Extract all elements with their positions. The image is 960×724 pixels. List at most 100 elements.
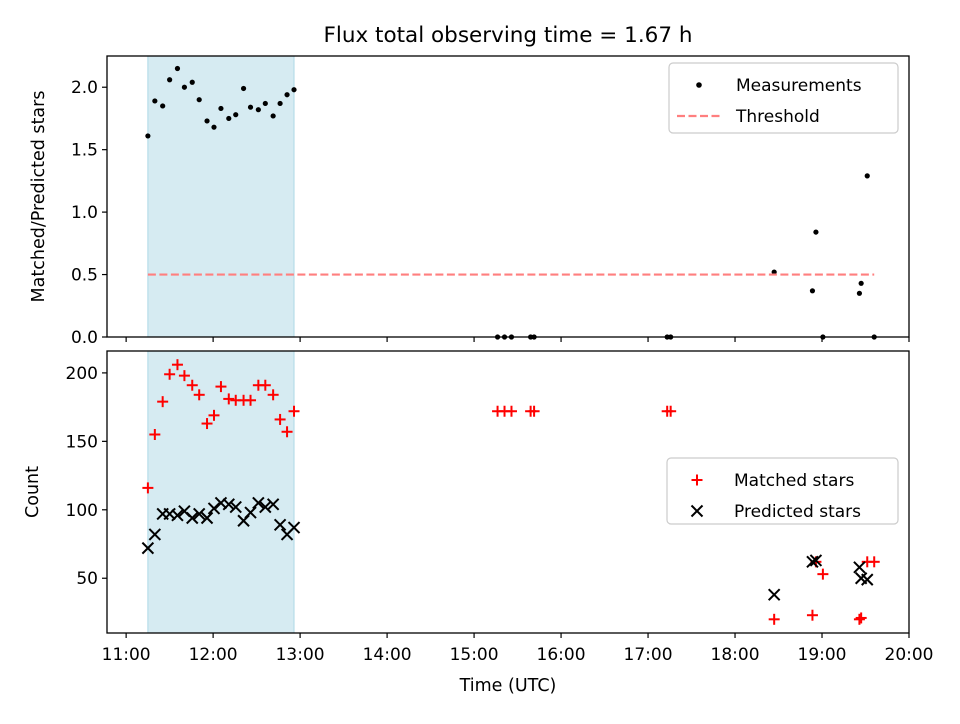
matched-star-point [868, 556, 880, 568]
x-tick-label: 20:00 [885, 645, 934, 665]
matched-star-point [274, 413, 286, 425]
matched-star-point [768, 613, 780, 625]
x-b [266, 498, 280, 511]
measurement-point [196, 97, 202, 103]
x-tick-label: 13:00 [276, 645, 325, 665]
y-axis-label: Matched/Predicted stars [29, 91, 49, 303]
matched-star-point [817, 568, 829, 580]
measurement-point [145, 133, 151, 139]
x-tick-label: 15:00 [450, 645, 499, 665]
x-tick-label: 14:00 [363, 645, 412, 665]
matched-star-point [157, 396, 169, 408]
matched-star-point [245, 394, 257, 406]
matched-star-point [215, 381, 227, 393]
predicted-star-point [287, 521, 301, 534]
measurement-point [240, 85, 247, 92]
predicted-star-point [244, 506, 257, 519]
matched-star-point [665, 405, 677, 417]
measurement-point [181, 84, 188, 90]
x-tick-label: 16:00 [537, 645, 586, 665]
predicted-star-point [207, 502, 221, 515]
predicted-star-point [853, 561, 866, 574]
x-tick-label: 18:00 [711, 645, 760, 665]
matched-star-point [178, 370, 190, 382]
measurement-point [291, 87, 297, 93]
legend-bottom: Matched stars Predicted stars [666, 457, 899, 525]
legend-label: Matched stars [734, 471, 854, 491]
x-tick-label: 12:00 [189, 645, 238, 665]
measurement-point [813, 229, 819, 235]
predicted-star-point [861, 573, 874, 586]
legend-label: Threshold [735, 107, 820, 127]
x-b [273, 518, 287, 532]
measurement-point [160, 103, 166, 109]
measurement-point [226, 115, 232, 122]
x-tick-label: 19:00 [798, 645, 847, 665]
measurement-point [277, 100, 283, 107]
matched-star-point [528, 405, 540, 417]
y-tick-label: 0.5 [71, 266, 98, 286]
y-tick-label: 100 [66, 501, 98, 521]
matched-star-point [259, 379, 271, 391]
x-b [767, 588, 781, 601]
predicted-star-point [806, 555, 819, 569]
y-tick-label: 50 [76, 569, 98, 589]
x-axis-label: Time (UTC) [459, 676, 557, 696]
x-tick-label: 17:00 [624, 645, 673, 665]
x-b [229, 500, 242, 514]
matched-star-point [281, 426, 293, 438]
matched-star-point [164, 368, 176, 380]
predicted-star-point [252, 496, 265, 510]
legend-label: Predicted stars [734, 502, 861, 522]
axes-frame [106, 350, 910, 634]
predicted-star-point [266, 498, 280, 511]
x-b [809, 554, 823, 567]
x-b [148, 528, 162, 541]
predicted-star-point [200, 511, 214, 525]
measurement-point [771, 269, 777, 275]
matched-star-point [186, 379, 198, 391]
x-b [854, 572, 868, 585]
x-b [186, 511, 199, 525]
matched-star-point [149, 429, 161, 441]
measurement-point [174, 65, 181, 72]
y-tick-label: 1.5 [71, 141, 98, 161]
matched-star-point [855, 612, 867, 624]
top-panel: 0.0 0.5 1.0 1.5 2.0 Matched/Predicted stars [29, 55, 910, 348]
x-b [171, 509, 184, 522]
y-tick-label: 1.0 [71, 203, 98, 223]
measurement-point [856, 290, 863, 296]
legend-box [666, 457, 899, 525]
x-b [200, 511, 214, 525]
measurement-point [270, 113, 276, 119]
matched-star-point [853, 613, 865, 625]
x-b [244, 506, 257, 519]
measurement-point [247, 104, 254, 110]
measurement-point [864, 173, 870, 179]
matched-star-point [505, 405, 517, 417]
predicted-star-point [171, 509, 184, 522]
measurement-point [211, 124, 217, 130]
matched-star-point [142, 482, 154, 494]
axes-frame [106, 55, 910, 338]
x-b [141, 541, 155, 555]
measurement-point [189, 79, 195, 85]
x-b [259, 500, 272, 514]
legend-x-icon [690, 504, 704, 518]
y-axis-label: Count [23, 466, 43, 518]
x-tick-label: 11:00 [102, 645, 151, 665]
measurement-point [204, 118, 210, 124]
x-b [806, 555, 819, 569]
matched-star-point [288, 405, 300, 417]
y-tick-label: 200 [66, 364, 98, 384]
matched-star-point [193, 389, 205, 401]
predicted-star-point [259, 500, 272, 514]
legend-label: Measurements [736, 76, 862, 96]
matched-star-point [806, 609, 818, 621]
y-tick-label: 150 [66, 432, 98, 452]
matched-star-point [171, 359, 183, 371]
highlight-span [147, 55, 295, 338]
predicted-star-point [186, 511, 199, 525]
x-b [178, 504, 191, 518]
